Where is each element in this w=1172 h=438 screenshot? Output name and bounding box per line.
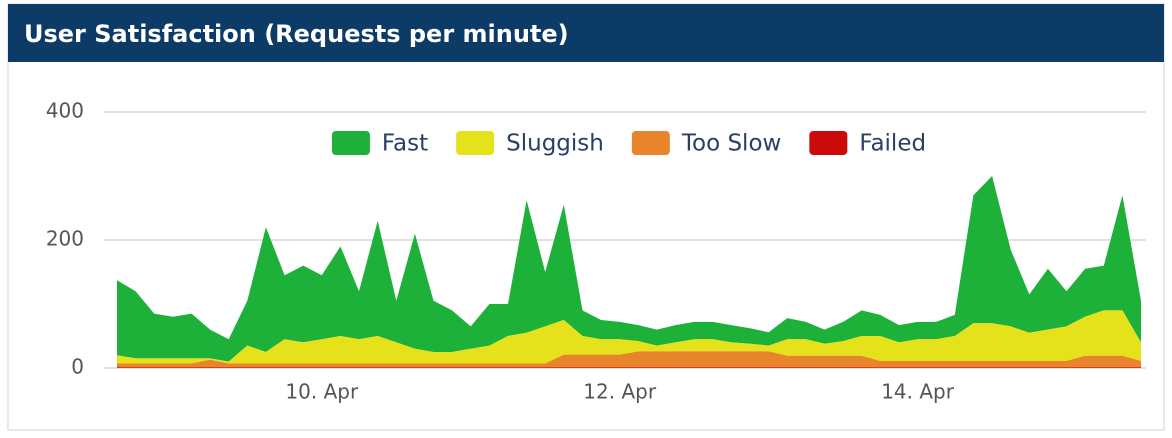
title-bar: [8, 4, 1164, 62]
legend-label: Too Slow: [681, 131, 781, 157]
x-tick-label: 14. Apr: [881, 380, 955, 404]
legend-swatch: [456, 131, 495, 155]
area: [117, 351, 1141, 368]
legend-swatch: [809, 131, 848, 155]
area: [117, 310, 1141, 364]
area: [117, 176, 1141, 362]
legend-label: Sluggish: [506, 131, 604, 157]
y-tick-label: 400: [46, 99, 84, 123]
y-tick-label: 200: [46, 227, 84, 251]
legend-swatch: [331, 131, 370, 155]
legend-label: Failed: [859, 131, 926, 157]
x-tick-label: 12. Apr: [583, 380, 657, 404]
chart-title: User Satisfaction (Requests per minute): [24, 20, 569, 48]
legend-swatch: [631, 131, 670, 155]
y-tick-label: 0: [71, 355, 84, 379]
x-tick-label: 10. Apr: [285, 380, 359, 404]
area: [117, 367, 1141, 368]
legend-label: Fast: [382, 131, 428, 157]
